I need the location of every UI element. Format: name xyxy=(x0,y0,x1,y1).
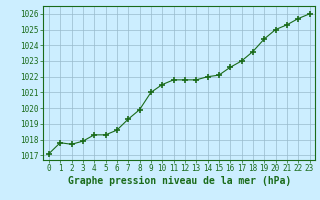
X-axis label: Graphe pression niveau de la mer (hPa): Graphe pression niveau de la mer (hPa) xyxy=(68,176,291,186)
